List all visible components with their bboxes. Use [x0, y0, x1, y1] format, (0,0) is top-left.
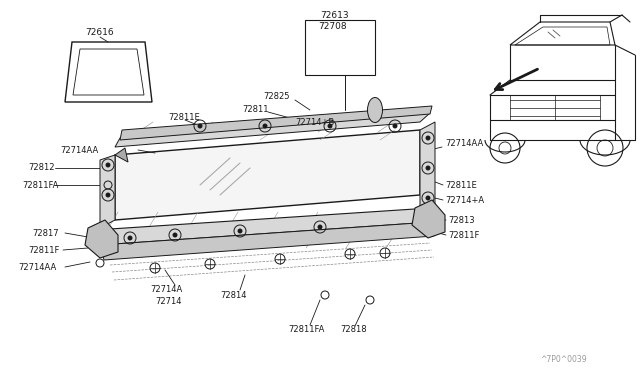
- Text: 72811: 72811: [242, 105, 269, 113]
- Circle shape: [318, 225, 322, 229]
- Circle shape: [263, 124, 267, 128]
- Polygon shape: [95, 208, 432, 245]
- Polygon shape: [120, 106, 432, 140]
- Circle shape: [106, 163, 110, 167]
- Text: 72814: 72814: [220, 291, 246, 299]
- Text: ^7P0^0039: ^7P0^0039: [540, 356, 587, 365]
- Polygon shape: [100, 222, 434, 260]
- Text: 72813: 72813: [448, 215, 475, 224]
- Polygon shape: [412, 200, 445, 238]
- Circle shape: [393, 124, 397, 128]
- Text: 72811F: 72811F: [28, 246, 60, 254]
- Text: 72811F: 72811F: [448, 231, 479, 240]
- Ellipse shape: [367, 97, 383, 122]
- Text: 72811FA: 72811FA: [22, 180, 58, 189]
- Text: 72714A: 72714A: [150, 285, 182, 295]
- Text: 72714AA: 72714AA: [445, 138, 483, 148]
- Circle shape: [328, 124, 332, 128]
- Text: 72811E: 72811E: [168, 112, 200, 122]
- Polygon shape: [85, 220, 118, 258]
- Circle shape: [106, 193, 110, 197]
- Text: 72817: 72817: [32, 228, 59, 237]
- Polygon shape: [115, 148, 128, 162]
- Text: 72811E: 72811E: [445, 180, 477, 189]
- Text: 72811FA: 72811FA: [288, 326, 324, 334]
- Circle shape: [128, 236, 132, 240]
- Text: 72714: 72714: [155, 298, 182, 307]
- Text: 72714+A: 72714+A: [445, 196, 484, 205]
- Circle shape: [426, 136, 430, 140]
- Text: 72714+B: 72714+B: [295, 118, 334, 126]
- Polygon shape: [420, 122, 435, 208]
- Text: 72613: 72613: [320, 10, 349, 19]
- Polygon shape: [115, 130, 420, 220]
- Polygon shape: [100, 155, 115, 228]
- Text: 72714AA: 72714AA: [60, 145, 99, 154]
- Circle shape: [426, 196, 430, 200]
- Text: 72714AA: 72714AA: [18, 263, 56, 272]
- Text: 72812: 72812: [28, 163, 54, 171]
- Circle shape: [173, 233, 177, 237]
- Circle shape: [426, 166, 430, 170]
- Circle shape: [238, 229, 242, 233]
- Circle shape: [198, 124, 202, 128]
- Text: 72818: 72818: [340, 326, 367, 334]
- Text: 72825: 72825: [263, 92, 289, 100]
- Text: 72616: 72616: [86, 28, 115, 36]
- Text: 72708: 72708: [318, 22, 347, 31]
- Polygon shape: [115, 113, 430, 147]
